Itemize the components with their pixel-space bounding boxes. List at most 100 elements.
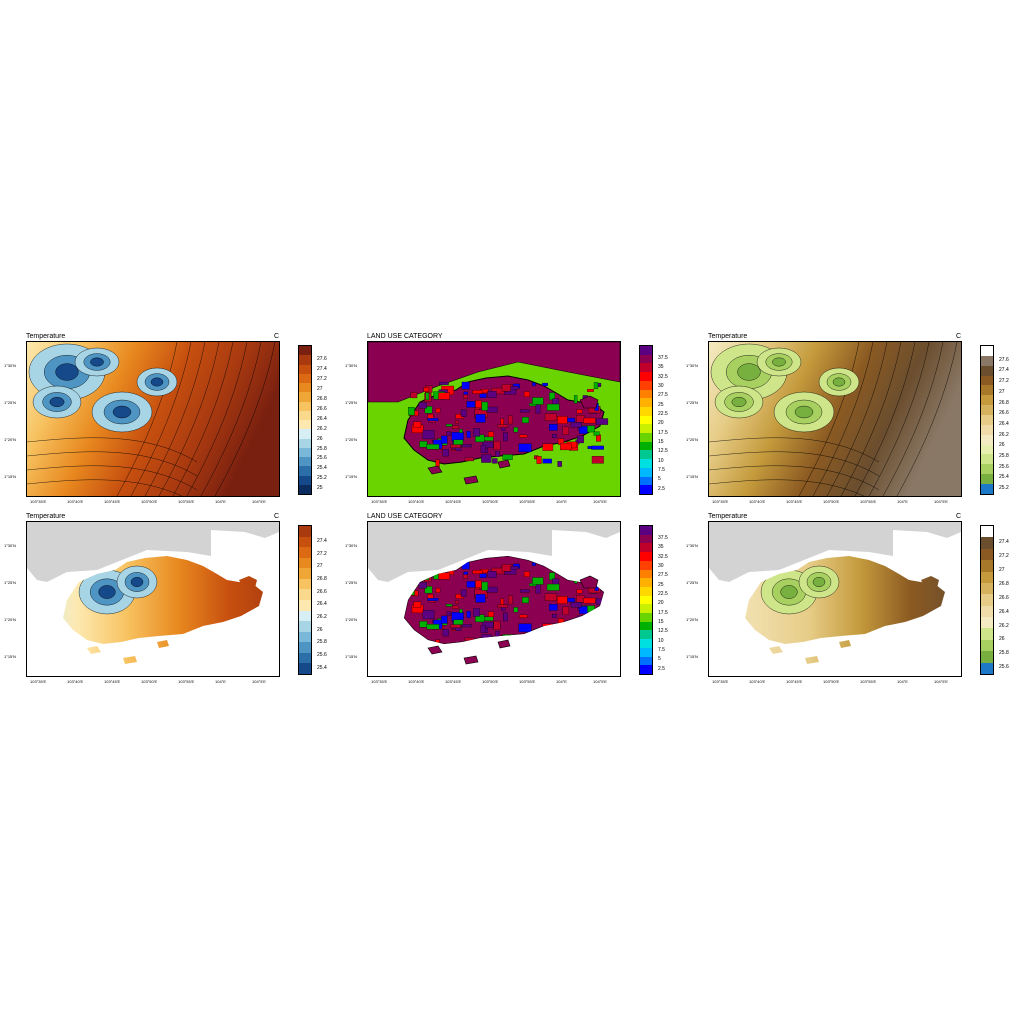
land-use-patch — [549, 572, 556, 581]
land-use-patch — [513, 427, 519, 433]
colorbar-label: 26.2 — [317, 425, 327, 432]
colorbar-label: 25.8 — [999, 453, 1009, 459]
colorbar-swatch — [640, 459, 652, 468]
colorbar-swatch — [640, 639, 652, 648]
land-use-patch — [463, 574, 469, 579]
x-tick-label: 103°50'E — [141, 499, 158, 504]
colorbar-label: 26.6 — [999, 594, 1009, 601]
land-use-patch — [466, 431, 471, 438]
land-use-patch — [482, 436, 494, 441]
colorbar-swatch — [640, 372, 652, 381]
colorbar-swatch — [299, 484, 311, 494]
contour-line — [709, 479, 864, 496]
colorbar-label: 30 — [658, 563, 664, 570]
colorbar-label: 25.8 — [317, 639, 327, 646]
land-use-patch — [577, 435, 584, 444]
land-use-patch — [557, 461, 562, 467]
y-tick-label: 1°20'N — [686, 617, 698, 622]
colorbar-label: 27.4 — [317, 537, 327, 544]
y-tick-label: 1°20'N — [345, 617, 357, 622]
colorbar-swatch — [299, 621, 311, 632]
land-use-patch — [480, 625, 486, 633]
colorbar-label: 26.2 — [999, 622, 1009, 629]
colorbar-swatch — [640, 543, 652, 553]
colorbar-swatch — [640, 613, 652, 622]
x-tick-label: 103°40'E — [408, 679, 425, 684]
panel-unit: C — [274, 333, 280, 340]
colorbar-label: 26.4 — [317, 601, 327, 608]
land-use-patch — [587, 388, 594, 392]
x-tick-label: 103°40'E — [749, 679, 766, 684]
land-use-patch — [579, 426, 588, 434]
colorbar-swatch — [299, 642, 311, 653]
colorbar-swatch — [981, 594, 993, 606]
land-use-patch — [454, 420, 459, 424]
y-tick-label: 1°25'N — [345, 580, 357, 585]
map-area — [708, 521, 962, 677]
land-use-patch — [472, 390, 483, 394]
x-tick-label: 104°E — [215, 679, 226, 684]
land-use-land-map-panel: LAND USE CATEGORY 1°30'N 1°25'N 1°20'N 1°15… — [345, 513, 687, 685]
land-use-patch — [513, 607, 519, 613]
map-svg — [27, 342, 279, 496]
contour-region — [832, 377, 846, 387]
land-use-patch — [573, 395, 578, 404]
land-use-patch — [454, 600, 459, 604]
land-use-patch — [497, 604, 508, 608]
colorbar-swatch — [981, 454, 993, 465]
colorbar-label: 26 — [317, 435, 323, 442]
contour-line — [854, 342, 916, 496]
x-tick-label: 103°45'E — [445, 679, 462, 684]
land-use-patch — [450, 444, 461, 448]
island-small — [463, 655, 479, 665]
x-tick-label: 104°E — [897, 499, 908, 504]
land-use-patch — [446, 431, 452, 436]
colorbar-label: 32.5 — [658, 373, 668, 380]
land-use-patch — [422, 610, 435, 620]
panel-unit: C — [956, 333, 962, 340]
x-tick-label: 103°40'E — [67, 499, 84, 504]
x-tick-label: 103°35'E — [712, 499, 729, 504]
land-use-patch — [413, 601, 422, 608]
land-use-patch — [583, 417, 596, 424]
contour-region — [794, 405, 814, 419]
x-tick-label: 103°35'E — [30, 499, 47, 504]
land-use-patch — [518, 443, 532, 453]
land-use-patch — [521, 597, 529, 604]
colorbar-label: 27.4 — [317, 365, 327, 372]
colorbar-label: 27.4 — [999, 539, 1009, 546]
panel-title: LAND USE CATEGORY — [367, 333, 443, 340]
land-use-patch — [549, 424, 558, 431]
colorbar-label: 25 — [317, 485, 323, 492]
colorbar-label: 27 — [317, 563, 323, 570]
land-use-patch — [427, 598, 439, 601]
colorbar-swatch — [981, 464, 993, 475]
x-tick-label: 103°55'E — [860, 499, 877, 504]
colorbar-swatch — [299, 373, 311, 383]
colorbar — [298, 525, 312, 675]
land-use-patch — [532, 382, 536, 387]
x-tick-label: 104°E — [556, 679, 567, 684]
land-use-patch — [438, 572, 450, 580]
x-tick-label: 104°E — [556, 499, 567, 504]
land-use-patch — [495, 631, 500, 637]
colorbar-swatch — [981, 548, 993, 561]
colorbar-label: 27.5 — [658, 572, 668, 579]
colorbar-label: 26.4 — [317, 415, 327, 422]
land-use-patch — [503, 612, 508, 622]
x-tick-label: 103°35'E — [30, 679, 47, 684]
x-tick-label: 103°35'E — [371, 679, 388, 684]
colorbar-swatch — [299, 383, 311, 393]
land-use-patch — [562, 606, 569, 615]
map-svg — [27, 522, 279, 676]
land-use-patch — [510, 386, 519, 390]
colorbar-swatch — [640, 595, 652, 605]
x-tick-label: 103°50'E — [482, 679, 499, 684]
colorbar-swatch — [299, 346, 311, 356]
contour-line — [840, 342, 902, 496]
island-small — [579, 575, 599, 589]
colorbar-label: 26.8 — [317, 395, 327, 402]
contour-line — [158, 342, 220, 496]
x-tick-label: 103°55'E — [178, 499, 195, 504]
land-use-patch — [427, 418, 439, 421]
